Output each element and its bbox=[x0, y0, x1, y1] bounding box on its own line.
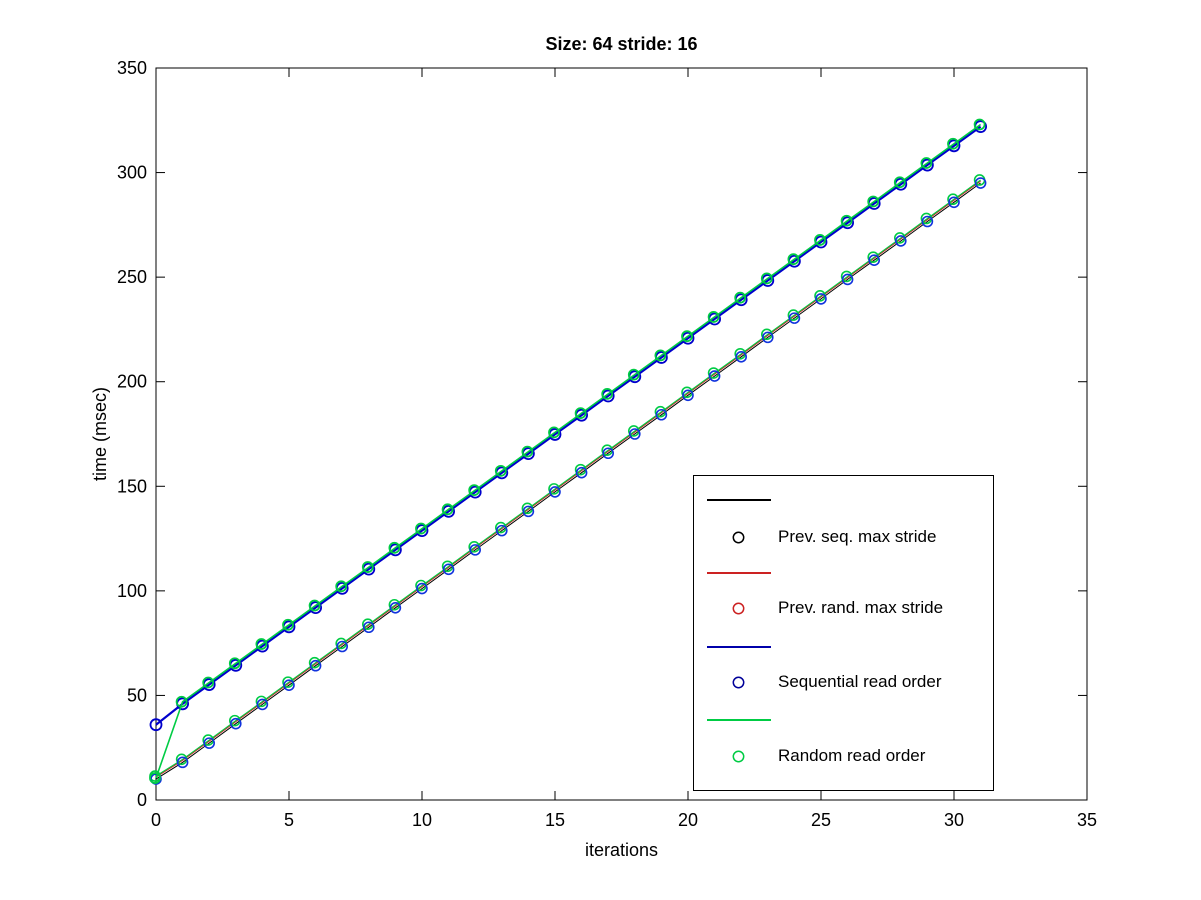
x-tick-label: 15 bbox=[545, 810, 565, 830]
y-tick-label: 0 bbox=[137, 790, 147, 810]
plot-title: Size: 64 stride: 16 bbox=[545, 34, 698, 54]
x-tick-label: 25 bbox=[811, 810, 831, 830]
x-tick-label: 30 bbox=[944, 810, 964, 830]
x-tick-label: 10 bbox=[412, 810, 432, 830]
series-markers-0 bbox=[150, 177, 987, 785]
legend-label-random: Random read order bbox=[778, 746, 926, 765]
x-ticks: 0 5 10 15 20 25 30 35 bbox=[151, 68, 1097, 830]
y-ticks: 0 50 100 150 200 250 300 350 bbox=[117, 58, 1087, 810]
y-tick-label: 200 bbox=[117, 372, 147, 392]
legend-marker-random bbox=[732, 750, 745, 763]
legend-label-sequential: Sequential read order bbox=[778, 672, 942, 691]
y-tick-label: 250 bbox=[117, 267, 147, 287]
x-tick-label: 35 bbox=[1077, 810, 1097, 830]
x-tick-label: 20 bbox=[678, 810, 698, 830]
legend-label-prev-rand: Prev. rand. max stride bbox=[778, 598, 944, 617]
x-tick-label: 5 bbox=[284, 810, 294, 830]
legend-marker-prev-seq bbox=[732, 531, 745, 544]
legend-line-sequential bbox=[707, 646, 771, 648]
x-axis-label: iterations bbox=[584, 840, 659, 860]
x-tick-label: 0 bbox=[151, 810, 161, 830]
series-markers-3 bbox=[149, 118, 986, 784]
legend-line-prev-rand bbox=[707, 572, 771, 574]
legend-marker-prev-rand bbox=[732, 602, 745, 615]
y-tick-label: 50 bbox=[127, 685, 147, 705]
y-tick-label: 300 bbox=[117, 163, 147, 183]
legend-line-random bbox=[707, 719, 771, 721]
y-tick-label: 150 bbox=[117, 476, 147, 496]
y-tick-label: 100 bbox=[117, 581, 147, 601]
axes bbox=[155, 67, 1088, 801]
legend-box: Prev. seq. max stride Prev. rand. max st… bbox=[693, 475, 994, 791]
y-tick-label: 350 bbox=[117, 58, 147, 78]
legend-line-prev-seq bbox=[707, 499, 771, 501]
legend-marker-sequential bbox=[732, 676, 745, 689]
legend-label-prev-seq: Prev. seq. max stride bbox=[778, 527, 937, 546]
